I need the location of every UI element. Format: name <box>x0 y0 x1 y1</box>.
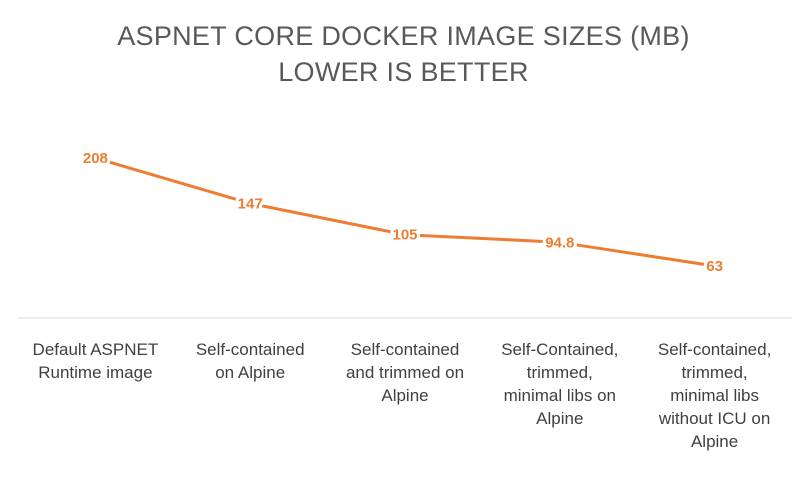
category-label-3: Self-contained and trimmed on Alpine <box>345 340 465 405</box>
chart-title-line-2: LOWER IS BETTER <box>278 57 529 87</box>
category-label-1: Default ASPNET Runtime image <box>32 340 159 382</box>
data-label-2: 147 <box>238 195 263 212</box>
category-label-4: Self-Contained, trimmed, minimal libs on… <box>501 340 619 428</box>
series-line <box>93 156 717 268</box>
chart-title: ASPNET CORE DOCKER IMAGE SIZES (MB) LOWE… <box>0 18 807 90</box>
category-label-5: Self-contained, trimmed, minimal libs wi… <box>657 340 772 451</box>
data-label-5: 63 <box>706 258 723 275</box>
data-label-1: 208 <box>83 150 108 167</box>
category-label-2: Self-contained on Alpine <box>195 340 305 382</box>
chart-title-line-1: ASPNET CORE DOCKER IMAGE SIZES (MB) <box>117 21 690 51</box>
data-label-3: 105 <box>392 227 417 244</box>
data-labels: 208 147 105 94.8 63 <box>80 147 726 278</box>
data-label-4: 94.8 <box>545 234 574 251</box>
